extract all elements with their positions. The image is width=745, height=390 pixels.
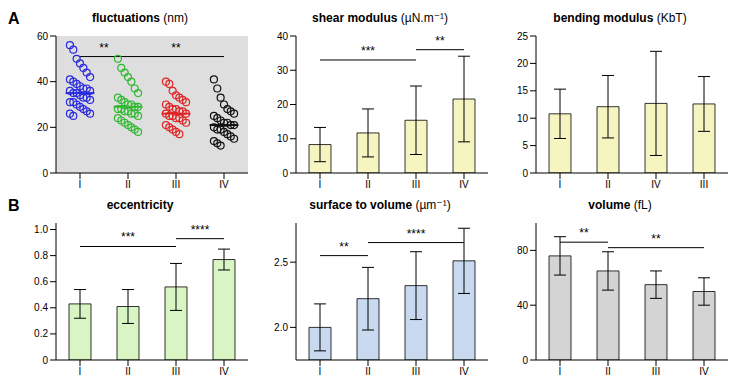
svg-text:II: II — [365, 179, 371, 190]
svg-text:10: 10 — [517, 113, 529, 124]
svg-text:80: 80 — [517, 245, 529, 256]
svg-text:2.0: 2.0 — [274, 322, 288, 333]
svg-text:0: 0 — [522, 168, 528, 179]
svg-text:IV: IV — [651, 179, 661, 190]
svg-text:0: 0 — [282, 168, 288, 179]
svg-text:****: **** — [191, 223, 210, 237]
html-text:B: B — [8, 197, 20, 214]
svg-text:0.2: 0.2 — [34, 328, 48, 339]
svg-text:20: 20 — [277, 99, 289, 110]
html-text:bending modulus (KbT): bending modulus (KbT) — [553, 11, 687, 25]
svg-text:10: 10 — [277, 133, 289, 144]
svg-text:20: 20 — [517, 58, 529, 69]
svg-text:20: 20 — [37, 122, 49, 133]
svg-text:25: 25 — [517, 31, 529, 42]
svg-text:****: **** — [407, 227, 426, 241]
svg-text:***: *** — [121, 230, 135, 244]
svg-text:I: I — [79, 179, 82, 190]
svg-text:40: 40 — [37, 76, 49, 87]
svg-text:IV: IV — [219, 366, 229, 377]
svg-text:40: 40 — [277, 31, 289, 42]
svg-text:II: II — [125, 179, 131, 190]
svg-text:IV: IV — [219, 179, 229, 190]
svg-text:0: 0 — [522, 355, 528, 366]
svg-text:**: ** — [579, 226, 589, 240]
svg-text:0.4: 0.4 — [34, 302, 48, 313]
html-text:A: A — [8, 10, 20, 27]
svg-text:II: II — [125, 366, 131, 377]
svg-text:II: II — [365, 366, 371, 377]
svg-text:**: ** — [435, 34, 445, 48]
svg-text:I: I — [319, 366, 322, 377]
svg-text:60: 60 — [37, 31, 49, 42]
svg-text:30: 30 — [277, 65, 289, 76]
svg-text:III: III — [700, 179, 708, 190]
svg-text:I: I — [79, 366, 82, 377]
svg-text:5: 5 — [522, 140, 528, 151]
svg-text:I: I — [319, 179, 322, 190]
svg-text:IV: IV — [459, 366, 469, 377]
svg-text:40: 40 — [517, 300, 529, 311]
svg-text:I: I — [559, 179, 562, 190]
html-text:shear modulus (µN.m⁻¹): shear modulus (µN.m⁻¹) — [312, 11, 448, 25]
svg-text:0.6: 0.6 — [34, 276, 48, 287]
svg-text:**: ** — [171, 41, 181, 55]
svg-text:IV: IV — [699, 366, 709, 377]
svg-text:IV: IV — [459, 179, 469, 190]
svg-text:**: ** — [99, 41, 109, 55]
svg-text:II: II — [605, 366, 611, 377]
svg-text:0: 0 — [42, 355, 48, 366]
svg-text:0: 0 — [42, 168, 48, 179]
svg-text:**: ** — [651, 232, 661, 246]
svg-text:I: I — [559, 366, 562, 377]
html-text:volume (fL): volume (fL) — [588, 198, 652, 212]
html-text:eccentricity: eccentricity — [106, 198, 174, 212]
svg-text:2.5: 2.5 — [274, 257, 288, 268]
svg-text:0.8: 0.8 — [34, 250, 48, 261]
svg-text:15: 15 — [517, 85, 529, 96]
svg-text:III: III — [172, 366, 180, 377]
svg-text:II: II — [605, 179, 611, 190]
svg-text:**: ** — [339, 240, 349, 254]
svg-text:1.0: 1.0 — [34, 224, 48, 235]
svg-text:III: III — [412, 366, 420, 377]
html-text:fluctuations (nm): fluctuations (nm) — [92, 11, 188, 25]
svg-text:III: III — [412, 179, 420, 190]
html-text:surface to volume (µm⁻¹): surface to volume (µm⁻¹) — [309, 198, 451, 212]
svg-text:***: *** — [361, 44, 375, 58]
svg-text:III: III — [172, 179, 180, 190]
svg-text:III: III — [652, 366, 660, 377]
